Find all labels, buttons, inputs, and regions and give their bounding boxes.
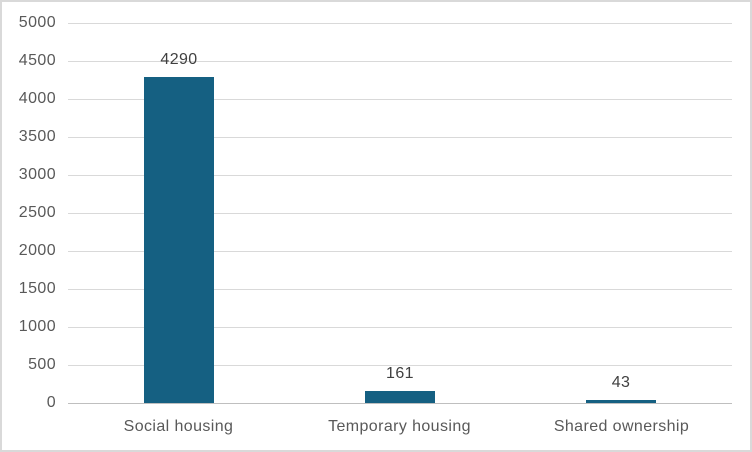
y-axis-tick-label: 5000 <box>18 14 56 31</box>
category-label-temporary-housing: Temporary housing <box>328 418 471 435</box>
y-axis-tick-label: 2500 <box>18 204 56 221</box>
bar-shared-ownership <box>586 400 656 403</box>
gridline <box>68 327 732 328</box>
data-label-shared-ownership: 43 <box>611 374 631 391</box>
gridline <box>68 23 732 24</box>
gridline <box>68 137 732 138</box>
gridline <box>68 289 732 290</box>
bar-temporary-housing <box>365 391 435 403</box>
y-axis-tick-label: 1500 <box>18 280 56 297</box>
gridline <box>68 213 732 214</box>
gridline <box>68 61 732 62</box>
category-label-social-housing: Social housing <box>123 418 234 435</box>
y-axis-tick-label: 3000 <box>18 166 56 183</box>
gridline <box>68 365 732 366</box>
y-axis-tick-label: 2000 <box>18 242 56 259</box>
category-label-shared-ownership: Shared ownership <box>553 418 690 435</box>
x-axis-line <box>68 403 732 404</box>
y-axis-tick-label: 0 <box>46 394 56 411</box>
y-axis-tick-label: 1000 <box>18 318 56 335</box>
y-axis-tick-label: 4500 <box>18 52 56 69</box>
gridline <box>68 99 732 100</box>
y-axis-tick-label: 4000 <box>18 90 56 107</box>
gridline <box>68 175 732 176</box>
data-label-temporary-housing: 161 <box>386 365 414 382</box>
data-label-social-housing: 4290 <box>160 51 198 68</box>
gridline <box>68 251 732 252</box>
y-axis-tick-label: 500 <box>28 356 56 373</box>
y-axis-tick-label: 3500 <box>18 128 56 145</box>
bar-social-housing <box>144 77 214 403</box>
